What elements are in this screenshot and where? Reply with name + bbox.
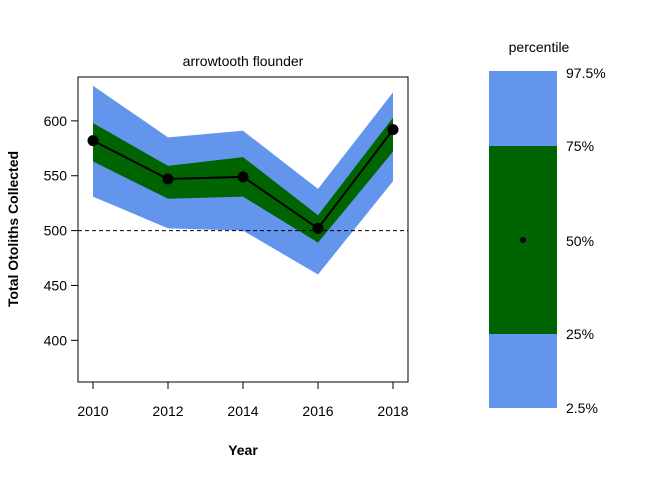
y-axis: 400 450 500 550 600 [44, 113, 79, 348]
legend-label-50: 50% [566, 233, 594, 249]
legend-label-25: 25% [566, 326, 594, 342]
median-point [87, 135, 99, 147]
y-axis-label: Total Otoliths Collected [5, 151, 21, 307]
median-point [387, 124, 399, 136]
percentile-legend: percentile 97.5% 75% 50% 25% 2.5% [489, 39, 606, 416]
y-tick-label: 400 [44, 332, 68, 348]
chart-title: arrowtooth flounder [183, 53, 304, 69]
legend-label-97-5: 97.5% [566, 65, 606, 81]
x-tick-label: 2016 [302, 403, 333, 419]
legend-outer-band-bottom [489, 334, 557, 408]
x-tick-label: 2010 [77, 403, 108, 419]
y-tick-label: 550 [44, 168, 68, 184]
x-tick-label: 2014 [227, 403, 258, 419]
median-point [237, 171, 249, 183]
legend-outer-band-top [489, 71, 557, 146]
legend-label-75: 75% [566, 138, 594, 154]
x-tick-label: 2018 [377, 403, 408, 419]
x-tick-label: 2012 [152, 403, 183, 419]
x-axis: 2010 2012 2014 2016 2018 [77, 381, 409, 419]
y-tick-label: 500 [44, 223, 68, 239]
median-point [312, 222, 324, 234]
y-tick-label: 600 [44, 113, 68, 129]
x-axis-label: Year [228, 442, 258, 458]
legend-title: percentile [509, 39, 570, 55]
median-point [162, 173, 174, 185]
plot-area [78, 85, 408, 275]
legend-label-2-5: 2.5% [566, 400, 598, 416]
legend-median-marker [520, 237, 526, 243]
y-tick-label: 450 [44, 277, 68, 293]
